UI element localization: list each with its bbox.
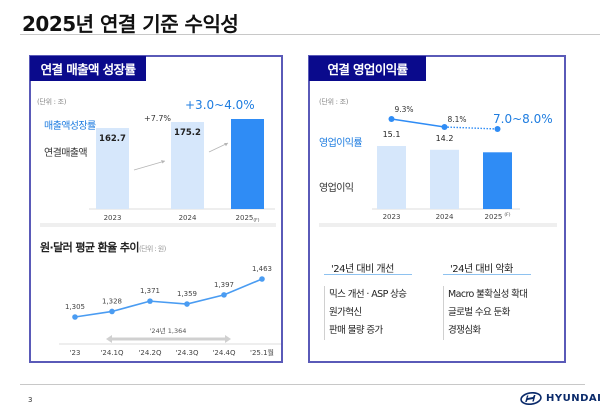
annual-average-label: '24년 1,364 — [150, 326, 187, 335]
fx-x-tick-label: '24.1Q — [100, 349, 124, 357]
worsen-item: 글로벌 수요 둔화 — [448, 307, 510, 318]
forecast-arrow-line — [208, 142, 229, 153]
x-tick-label: 2025(F) — [485, 212, 511, 221]
fx-point — [221, 292, 227, 298]
margin-point — [441, 124, 448, 130]
sales-growth-panel: 연결 매출액 성장률 (단위 : 조) 매출액성장률 연결매출액 162.7 20… — [29, 55, 283, 363]
margin-point — [494, 126, 501, 132]
sales-unit-label: (단위 : 조) — [37, 98, 67, 106]
page-title: 2025년 연결 기준 수익성 — [22, 12, 239, 36]
margin-label: 8.1% — [448, 115, 467, 124]
sales-growth-header: 연결 매출액 성장률 — [30, 56, 146, 81]
x-tick-label: 2025(F) — [236, 214, 260, 224]
fx-value-label: 1,359 — [177, 290, 197, 298]
fx-line — [74, 278, 263, 318]
page-number: 3 — [28, 396, 33, 404]
bar-2023 — [96, 128, 129, 209]
bar-value-label: 14.2 — [436, 134, 454, 143]
margin-unit-label: (단위 : 조) — [319, 98, 349, 106]
bar-value-label: 15.1 — [383, 130, 401, 139]
panel-divider — [319, 223, 557, 227]
improve-heading-rule — [324, 274, 412, 275]
x-tick-label: 2024 — [179, 214, 197, 222]
fx-value-label: 1,328 — [102, 297, 122, 305]
fx-value-label: 1,371 — [140, 287, 160, 295]
improve-item: 판매 물량 증가 — [329, 325, 383, 336]
fx-x-tick-label: '24.2Q — [138, 349, 162, 357]
fx-value-label: 1,463 — [252, 265, 272, 273]
bar-2024 — [171, 122, 204, 209]
sales-bar-chart: 162.7 2023 175.2 2024 2025(F) +7.7% +3.0~4.0% — [89, 98, 275, 224]
growth-annotation: +7.7% — [144, 114, 171, 123]
worsen-heading-rule — [443, 274, 531, 275]
fx-point — [259, 276, 265, 282]
fx-line-chart: 1,305 1,328 1,371 1,359 1,397 1,463 '24년 1,364… — [59, 265, 281, 357]
operating-profit-label: 영업이익 — [319, 183, 354, 194]
footer-divider — [20, 384, 585, 385]
worsen-item: 경쟁심화 — [448, 325, 481, 336]
fx-point — [109, 308, 115, 315]
growth-arrow-head — [161, 160, 165, 164]
panel-divider — [40, 223, 276, 227]
fx-point — [147, 298, 153, 304]
fx-x-tick-label: '24.4Q — [212, 349, 236, 357]
x-tick-label: 2024 — [436, 213, 454, 221]
worsen-heading: '24년 대비 악화 — [450, 264, 513, 275]
fx-x-tick-label: '24.3Q — [175, 349, 199, 357]
hyundai-logo: HYUNDAI — [520, 392, 600, 405]
brand-name: HYUNDAI — [546, 393, 600, 404]
fx-point — [184, 301, 190, 307]
margin-rate-label: 영업이익률 — [319, 138, 363, 149]
fx-point — [72, 314, 78, 320]
annual-range-arrow-left — [106, 335, 112, 343]
x-tick-label: 2023 — [383, 213, 401, 221]
bar-2025(F) — [231, 119, 264, 209]
margin-point — [388, 116, 395, 122]
x-tick-label: 2023 — [104, 214, 122, 222]
fx-title-text: 원·달러 평균 환율 추이 — [40, 241, 140, 254]
title-divider — [20, 34, 600, 35]
fx-value-label: 1,305 — [65, 303, 85, 311]
bar-2024 — [430, 149, 459, 209]
improve-item: 믹스 개선 · ASP 상승 — [329, 289, 407, 300]
sales-amount-label: 연결매출액 — [44, 148, 88, 159]
forecast-mark: (F) — [504, 212, 510, 218]
fx-chart-title: 원·달러 평균 환율 추이(단위 : 원) — [40, 239, 166, 255]
forecast-arrow-head — [224, 143, 228, 147]
margin-forecast-label: 7.0~8.0% — [493, 112, 553, 126]
fx-value-label: 1,397 — [214, 281, 234, 289]
growth-arrow-line — [133, 160, 166, 171]
operating-margin-header: 연결 영업이익률 — [309, 56, 426, 81]
bar-value-label: 175.2 — [174, 128, 201, 138]
bar-2023 — [377, 146, 406, 209]
margin-line-forecast — [444, 126, 498, 130]
fx-unit-label: (단위 : 원) — [138, 245, 166, 253]
forecast-growth-annotation: +3.0~4.0% — [185, 98, 255, 112]
worsen-item: Macro 불확실성 확대 — [448, 289, 528, 300]
margin-line-actual — [391, 118, 445, 128]
fx-x-tick-label: '23 — [70, 349, 81, 357]
improve-list: 믹스 개선 · ASP 상승 원가혁신 판매 물량 증가 — [324, 286, 407, 340]
operating-margin-panel: 연결 영업이익률 (단위 : 조) 영업이익률 영업이익 15.1 2023 14.… — [308, 55, 566, 363]
margin-label: 9.3% — [395, 105, 414, 114]
worsen-list: Macro 불확실성 확대 글로벌 수요 둔화 경쟁심화 — [443, 286, 528, 340]
forecast-mark: (F) — [253, 218, 259, 224]
annual-range-arrow-right — [225, 335, 231, 343]
bar-2025(F) — [483, 152, 512, 209]
margin-bar-chart: 15.1 2023 14.2 2024 2025 (F) 9.3% 8.1% 7.0~8.0% — [372, 105, 553, 221]
sales-growth-label: 매출액성장률 — [44, 121, 96, 132]
bar-value-label: 162.7 — [99, 134, 126, 144]
improve-item: 원가혁신 — [329, 307, 362, 318]
hyundai-emblem-icon — [520, 392, 542, 405]
improve-heading: '24년 대비 개선 — [331, 264, 394, 275]
fx-x-tick-label: '25.1월 — [250, 348, 274, 357]
